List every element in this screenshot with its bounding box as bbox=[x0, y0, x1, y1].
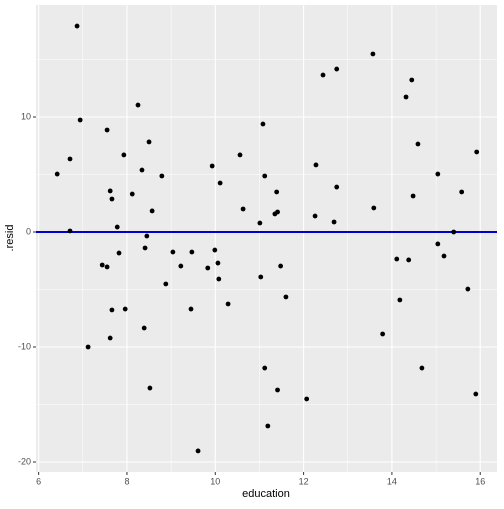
point bbox=[435, 171, 441, 177]
point bbox=[114, 224, 120, 230]
x-tick-label: 10 bbox=[210, 476, 220, 486]
point bbox=[215, 260, 221, 266]
point bbox=[459, 189, 465, 195]
point bbox=[116, 250, 122, 256]
point bbox=[275, 209, 280, 215]
panel bbox=[36, 5, 497, 472]
point bbox=[85, 344, 91, 350]
point bbox=[409, 77, 415, 83]
point bbox=[334, 66, 340, 72]
point bbox=[406, 257, 412, 263]
point bbox=[147, 385, 153, 391]
point bbox=[216, 276, 222, 282]
point bbox=[149, 208, 155, 214]
point bbox=[225, 301, 231, 307]
point bbox=[178, 263, 184, 269]
point bbox=[334, 184, 340, 190]
point bbox=[275, 387, 280, 393]
point bbox=[104, 127, 110, 133]
point bbox=[217, 180, 223, 186]
point bbox=[474, 149, 480, 155]
point bbox=[122, 306, 128, 312]
point bbox=[320, 72, 326, 78]
point bbox=[313, 162, 319, 168]
point bbox=[419, 365, 425, 371]
point bbox=[331, 219, 337, 225]
point bbox=[146, 139, 152, 145]
point bbox=[139, 167, 145, 173]
point bbox=[77, 117, 83, 123]
point bbox=[237, 152, 243, 158]
point bbox=[451, 229, 457, 235]
point bbox=[144, 233, 150, 239]
x-tick-label: 14 bbox=[387, 476, 397, 486]
point bbox=[262, 173, 268, 179]
point bbox=[189, 249, 195, 255]
y-tick-label: -20 bbox=[18, 456, 31, 466]
point bbox=[195, 448, 201, 454]
point bbox=[278, 263, 284, 269]
point bbox=[473, 391, 479, 397]
point bbox=[209, 163, 215, 169]
x-tick-label: 12 bbox=[299, 476, 309, 486]
point bbox=[109, 307, 115, 313]
point bbox=[465, 286, 471, 292]
x-tick-label: 16 bbox=[475, 476, 485, 486]
point bbox=[397, 297, 403, 303]
point bbox=[394, 256, 400, 262]
point bbox=[212, 247, 218, 253]
point bbox=[205, 265, 211, 271]
point bbox=[67, 228, 73, 234]
point bbox=[170, 249, 176, 255]
point bbox=[129, 191, 135, 197]
y-tick-label: 10 bbox=[21, 111, 31, 121]
point bbox=[67, 156, 73, 162]
point bbox=[159, 173, 165, 179]
point bbox=[441, 253, 447, 259]
point bbox=[107, 188, 113, 194]
x-tick-label: 8 bbox=[124, 476, 129, 486]
point bbox=[141, 325, 147, 331]
point bbox=[163, 281, 169, 287]
point bbox=[104, 264, 110, 270]
point bbox=[371, 205, 377, 211]
point bbox=[370, 51, 376, 57]
point bbox=[262, 365, 268, 371]
point bbox=[240, 206, 246, 212]
x-tick-label: 6 bbox=[36, 476, 41, 486]
point bbox=[380, 331, 386, 337]
point bbox=[283, 294, 289, 300]
point bbox=[74, 23, 80, 29]
point bbox=[274, 189, 280, 195]
y-tick-label: 0 bbox=[26, 226, 31, 236]
point bbox=[99, 262, 105, 268]
y-axis-label: .resid bbox=[4, 225, 16, 252]
point bbox=[304, 396, 310, 402]
point bbox=[312, 213, 318, 219]
y-tick-label: -10 bbox=[18, 341, 31, 351]
point bbox=[107, 335, 113, 341]
point bbox=[135, 102, 141, 108]
point bbox=[109, 196, 115, 202]
point bbox=[258, 274, 264, 280]
point bbox=[415, 141, 421, 147]
point bbox=[142, 245, 148, 251]
point bbox=[435, 241, 441, 247]
point bbox=[260, 121, 266, 127]
point bbox=[188, 306, 194, 312]
point bbox=[257, 220, 263, 226]
point bbox=[54, 171, 60, 177]
x-axis-label: education bbox=[242, 488, 290, 500]
point bbox=[121, 152, 127, 158]
point bbox=[403, 94, 409, 100]
point bbox=[265, 423, 271, 429]
point bbox=[410, 193, 416, 199]
